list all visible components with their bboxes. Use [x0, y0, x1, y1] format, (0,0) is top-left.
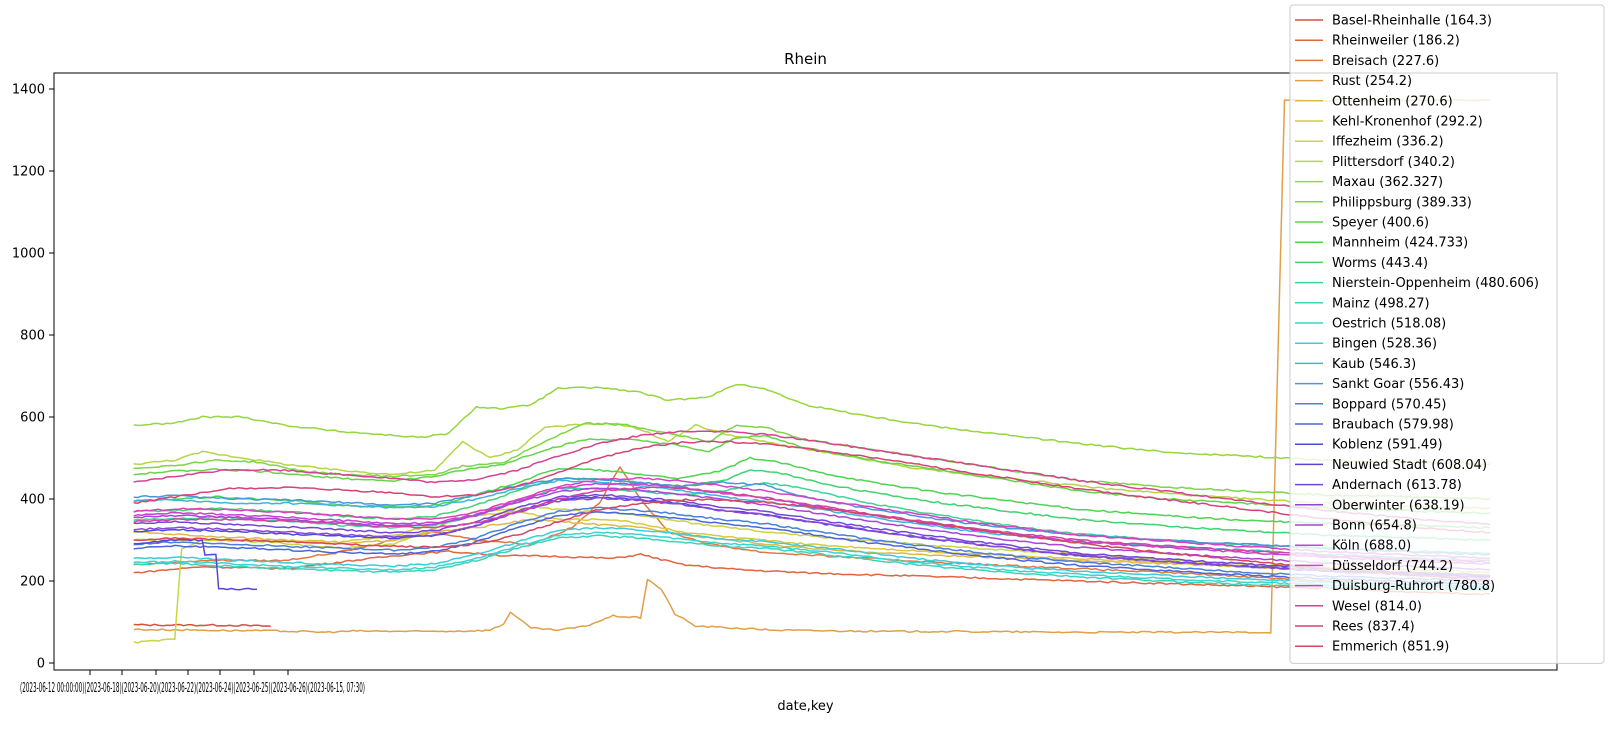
legend-label: Kehl-Kronenhof (292.2) [1332, 115, 1483, 130]
series-line [133, 538, 258, 591]
y-tick-label: 200 [20, 575, 45, 590]
y-axis: 0 200 400 600 800 1000 1200 1400 [12, 83, 54, 672]
legend-label: Neuwied Stadt (608.04) [1332, 458, 1487, 473]
series-line [133, 498, 1491, 581]
legend-label: Mannheim (424.733) [1332, 236, 1468, 251]
legend-label: Rust (254.2) [1332, 74, 1412, 89]
legend-label: Rheinweiler (186.2) [1332, 34, 1460, 49]
series-line [133, 430, 1491, 526]
series-line [133, 518, 1491, 578]
y-tick-label: 1200 [12, 165, 45, 180]
series-line [133, 476, 1491, 560]
legend-label: Maxau (362.327) [1332, 175, 1443, 190]
series-line [133, 440, 1491, 534]
y-tick-label: 1000 [12, 247, 45, 262]
series-line [133, 421, 1491, 500]
legend-label: Düsseldorf (744.2) [1332, 559, 1453, 574]
x-tick-labels-overlapping: (2023-06-12 00:00:00)(2023-06-18)(2023-0… [20, 681, 365, 696]
series-line [133, 496, 1491, 580]
legend-label: Speyer (400.6) [1332, 216, 1429, 231]
legend-label: Iffezheim (336.2) [1332, 135, 1444, 150]
legend-label: Duisburg-Ruhrort (780.8) [1332, 579, 1495, 594]
legend-box [1289, 4, 1605, 664]
series-line [133, 623, 271, 627]
legend-label: Bingen (528.36) [1332, 337, 1437, 352]
legend-label: Philippsburg (389.33) [1332, 195, 1472, 210]
series-line [133, 98, 1491, 634]
series-line [133, 506, 1491, 582]
series-line [133, 422, 1491, 510]
series-line [133, 487, 1491, 571]
series-line [133, 534, 1491, 592]
series-line [133, 506, 1491, 644]
series-line [133, 493, 1491, 577]
legend-label: Mainz (498.27) [1332, 296, 1430, 311]
y-tick-label: 0 [37, 657, 45, 672]
legend-label: Basel-Rheinhalle (164.3) [1332, 14, 1492, 29]
legend-label: Nierstein-Oppenheim (480.606) [1332, 276, 1539, 291]
legend-label: Koblenz (591.49) [1332, 438, 1443, 453]
legend-label: Braubach (579.98) [1332, 418, 1454, 433]
legend-label: Worms (443.4) [1332, 256, 1428, 271]
series-line [133, 531, 1491, 590]
legend-label: Kaub (546.3) [1332, 357, 1416, 372]
series-line [133, 511, 1490, 586]
series-line [133, 526, 1491, 588]
legend-label: Breisach (227.6) [1332, 54, 1439, 69]
x-axis-title: date,key [777, 699, 834, 714]
legend-label: Rees (837.4) [1332, 620, 1415, 635]
y-tick-label: 800 [20, 329, 45, 344]
legend-label: Emmerich (851.9) [1332, 640, 1449, 655]
legend-label: Ottenheim (270.6) [1332, 94, 1453, 109]
series-line [133, 383, 1491, 466]
legend-label: Bonn (654.8) [1332, 519, 1417, 534]
y-tick-label: 1400 [12, 83, 45, 98]
series-line [133, 486, 1491, 564]
series-layer [133, 98, 1491, 644]
legend-label: Andernach (613.78) [1332, 478, 1462, 493]
legend-label: Boppard (570.45) [1332, 397, 1446, 412]
legend-label: Sankt Goar (556.43) [1332, 377, 1464, 392]
series-line [133, 550, 1491, 596]
x-axis: (2023-06-12 00:00:00)(2023-06-18)(2023-0… [20, 670, 365, 696]
y-tick-label: 600 [20, 411, 45, 426]
chart-title: Rhein [784, 50, 827, 68]
legend: Basel-Rheinhalle (164.3) Rheinweiler (186… [1289, 4, 1605, 664]
legend-label: Oestrich (518.08) [1332, 317, 1446, 332]
legend-label: Oberwinter (638.19) [1332, 498, 1465, 513]
legend-label: Köln (688.0) [1332, 539, 1411, 554]
legend-label: Wesel (814.0) [1332, 599, 1422, 614]
legend-label: Plittersdorf (340.2) [1332, 155, 1455, 170]
y-tick-label: 400 [20, 493, 45, 508]
